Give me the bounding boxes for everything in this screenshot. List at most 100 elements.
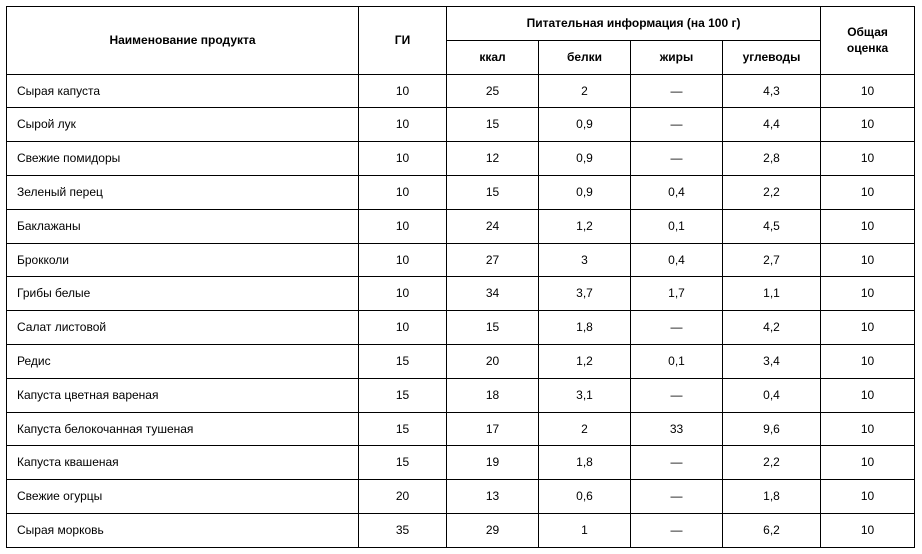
header-protein: белки (539, 40, 631, 74)
cell-gi: 15 (359, 446, 447, 480)
cell-product-name: Сырая морковь (7, 513, 359, 547)
cell-product-name: Грибы белые (7, 277, 359, 311)
table-row: Капуста квашеная15191,8—2,210 (7, 446, 915, 480)
cell-product-name: Свежие помидоры (7, 142, 359, 176)
table-row: Зеленый перец10150,90,42,210 (7, 175, 915, 209)
cell-product-name: Зеленый перец (7, 175, 359, 209)
cell-product-name: Сырой лук (7, 108, 359, 142)
cell-fat: 0,1 (631, 344, 723, 378)
cell-score: 10 (821, 412, 915, 446)
cell-protein: 0,6 (539, 480, 631, 514)
cell-protein: 0,9 (539, 108, 631, 142)
cell-carbs: 6,2 (723, 513, 821, 547)
cell-score: 10 (821, 74, 915, 108)
header-carbs: углеводы (723, 40, 821, 74)
cell-gi: 10 (359, 311, 447, 345)
cell-gi: 15 (359, 378, 447, 412)
cell-score: 10 (821, 513, 915, 547)
cell-fat: — (631, 513, 723, 547)
cell-protein: 0,9 (539, 175, 631, 209)
nutrition-table: Наименование продукта ГИ Питательная инф… (6, 6, 915, 548)
header-overall-score: Общая оценка (821, 7, 915, 75)
cell-gi: 10 (359, 142, 447, 176)
cell-carbs: 1,1 (723, 277, 821, 311)
cell-fat: — (631, 142, 723, 176)
table-row: Сырая морковь35291—6,210 (7, 513, 915, 547)
cell-gi: 35 (359, 513, 447, 547)
table-body: Сырая капуста10252—4,310Сырой лук10150,9… (7, 74, 915, 547)
cell-kcal: 15 (447, 108, 539, 142)
cell-kcal: 15 (447, 311, 539, 345)
cell-kcal: 15 (447, 175, 539, 209)
cell-kcal: 20 (447, 344, 539, 378)
cell-carbs: 4,5 (723, 209, 821, 243)
cell-kcal: 17 (447, 412, 539, 446)
cell-kcal: 19 (447, 446, 539, 480)
cell-score: 10 (821, 142, 915, 176)
cell-kcal: 25 (447, 74, 539, 108)
cell-kcal: 34 (447, 277, 539, 311)
cell-gi: 20 (359, 480, 447, 514)
cell-gi: 10 (359, 277, 447, 311)
cell-carbs: 2,2 (723, 175, 821, 209)
cell-product-name: Сырая капуста (7, 74, 359, 108)
cell-protein: 2 (539, 74, 631, 108)
cell-kcal: 13 (447, 480, 539, 514)
cell-protein: 0,9 (539, 142, 631, 176)
cell-kcal: 12 (447, 142, 539, 176)
cell-carbs: 4,4 (723, 108, 821, 142)
table-row: Редис15201,20,13,410 (7, 344, 915, 378)
cell-product-name: Салат листовой (7, 311, 359, 345)
header-nutrition-group: Питательная информация (на 100 г) (447, 7, 821, 41)
header-product-name: Наименование продукта (7, 7, 359, 75)
cell-gi: 15 (359, 412, 447, 446)
cell-protein: 3,7 (539, 277, 631, 311)
cell-score: 10 (821, 378, 915, 412)
header-fat: жиры (631, 40, 723, 74)
cell-score: 10 (821, 108, 915, 142)
cell-fat: — (631, 311, 723, 345)
cell-product-name: Редис (7, 344, 359, 378)
cell-carbs: 2,2 (723, 446, 821, 480)
header-gi: ГИ (359, 7, 447, 75)
cell-gi: 10 (359, 108, 447, 142)
table-row: Свежие помидоры10120,9—2,810 (7, 142, 915, 176)
cell-product-name: Брокколи (7, 243, 359, 277)
cell-protein: 1,8 (539, 446, 631, 480)
table-header: Наименование продукта ГИ Питательная инф… (7, 7, 915, 75)
table-row: Капуста цветная вареная15183,1—0,410 (7, 378, 915, 412)
cell-product-name: Капуста квашеная (7, 446, 359, 480)
cell-kcal: 24 (447, 209, 539, 243)
table-row: Капуста белокочанная тушеная15172339,610 (7, 412, 915, 446)
cell-product-name: Баклажаны (7, 209, 359, 243)
cell-gi: 10 (359, 175, 447, 209)
header-kcal: ккал (447, 40, 539, 74)
cell-product-name: Капуста цветная вареная (7, 378, 359, 412)
cell-score: 10 (821, 480, 915, 514)
cell-score: 10 (821, 311, 915, 345)
cell-gi: 10 (359, 74, 447, 108)
cell-carbs: 3,4 (723, 344, 821, 378)
table-row: Грибы белые10343,71,71,110 (7, 277, 915, 311)
cell-fat: — (631, 108, 723, 142)
cell-score: 10 (821, 344, 915, 378)
cell-product-name: Капуста белокочанная тушеная (7, 412, 359, 446)
cell-carbs: 0,4 (723, 378, 821, 412)
cell-carbs: 9,6 (723, 412, 821, 446)
cell-protein: 1,8 (539, 311, 631, 345)
cell-gi: 15 (359, 344, 447, 378)
cell-fat: — (631, 480, 723, 514)
cell-protein: 3 (539, 243, 631, 277)
table-row: Баклажаны10241,20,14,510 (7, 209, 915, 243)
cell-kcal: 27 (447, 243, 539, 277)
cell-score: 10 (821, 446, 915, 480)
cell-fat: — (631, 378, 723, 412)
table-row: Сырой лук10150,9—4,410 (7, 108, 915, 142)
cell-fat: 0,4 (631, 243, 723, 277)
cell-carbs: 4,3 (723, 74, 821, 108)
cell-score: 10 (821, 175, 915, 209)
cell-score: 10 (821, 277, 915, 311)
cell-carbs: 2,8 (723, 142, 821, 176)
cell-fat: — (631, 446, 723, 480)
cell-score: 10 (821, 243, 915, 277)
